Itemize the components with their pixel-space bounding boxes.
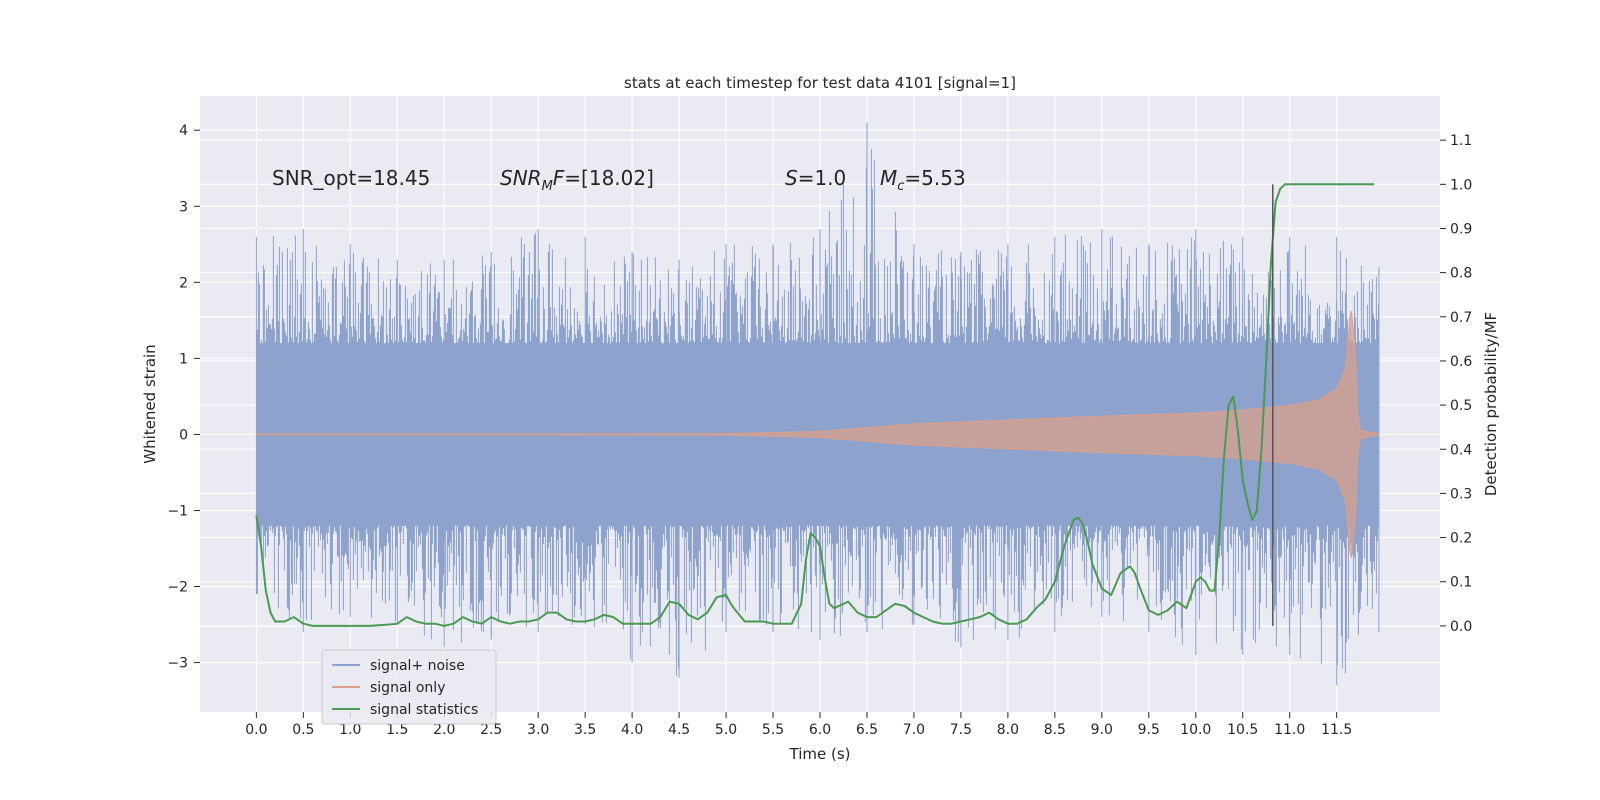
x-tick-label: 3.5	[574, 722, 596, 738]
y-left-tick-label: 4	[179, 123, 188, 139]
y-right-tick-label: 0.2	[1450, 531, 1472, 547]
y-right-tick-label: 0.5	[1450, 398, 1472, 414]
x-tick-label: 7.0	[903, 722, 925, 738]
y-left-tick-label: 3	[179, 199, 188, 215]
x-tick-label: 8.5	[1044, 722, 1066, 738]
y-right-tick-label: 0.0	[1450, 619, 1472, 635]
y-right-tick-label: 1.1	[1450, 133, 1472, 149]
annotation-part: =[18.02]	[564, 166, 654, 190]
y-left-tick-label: 2	[179, 275, 188, 291]
y-right-tick-label: 0.1	[1450, 575, 1472, 591]
signal-statistics-line	[255, 183, 1375, 627]
annotation-part: =5.53	[904, 166, 965, 190]
x-tick-label: 1.5	[386, 722, 408, 738]
x-tick-label: 8.0	[997, 722, 1019, 738]
x-tick-label: 11.0	[1274, 722, 1305, 738]
y-right-tick-label: 0.8	[1450, 266, 1472, 282]
chart-title: stats at each timestep for test data 410…	[624, 74, 1016, 92]
annotation-s-val: S=1.0	[785, 166, 846, 190]
y-axis-left-label: Whitened strain	[141, 344, 159, 463]
x-tick-label: 6.5	[856, 722, 878, 738]
y-left-tick-label: −3	[167, 656, 188, 672]
x-tick-label: 9.0	[1091, 722, 1113, 738]
x-tick-label: 0.0	[245, 722, 267, 738]
x-tick-label: 2.5	[480, 722, 502, 738]
annotation-snr-mf: SNRMF=[18.02]	[500, 166, 654, 194]
x-tick-label: 3.0	[527, 722, 549, 738]
x-tick-label: 0.5	[292, 722, 314, 738]
annotation-snr-opt: SNR_opt=18.45	[272, 166, 430, 190]
annotations: SNR_opt=18.45 SNRMF=[18.02] S=1.0 Mc=5.53	[272, 166, 966, 194]
y-right-tick-label: 0.4	[1450, 442, 1472, 458]
y-left-tick-label: −2	[167, 580, 188, 596]
annotation-part: SNR_opt=18.45	[272, 166, 430, 190]
y-axis-left: −3 −2 −1 0 1 2 3 4	[167, 123, 200, 672]
y-left-tick-label: −1	[167, 503, 188, 519]
legend: signal+ noise signal only signal statistic…	[321, 649, 497, 725]
x-tick-label: 4.5	[668, 722, 690, 738]
y-left-tick-label: 0	[179, 427, 188, 443]
annotation-mc-val: Mc=5.53	[880, 166, 966, 194]
x-tick-label: 2.0	[433, 722, 455, 738]
x-tick-label: 1.0	[339, 722, 361, 738]
x-axis-label: Time (s)	[789, 745, 851, 763]
x-tick-label: 7.5	[950, 722, 972, 738]
y-right-tick-label: 0.7	[1450, 310, 1472, 326]
x-tick-label: 11.5	[1321, 722, 1352, 738]
annotation-part: M	[880, 166, 897, 190]
y-right-tick-label: 0.6	[1450, 354, 1472, 370]
annotation-part: SNR	[500, 166, 542, 190]
y-axis-right: 0.0 0.1 0.2 0.3 0.4 0.5 0.6 0.7 0.8 0.9 1.0 1.1	[1440, 133, 1472, 635]
x-axis: 0.0 0.5 1.0 1.5 2.0 2.5 3.0 3.5 4.0 4.5 5.0 5.5 6.0 6…	[245, 712, 1352, 738]
y-left-tick-label: 1	[179, 351, 188, 367]
x-tick-label: 9.5	[1138, 722, 1160, 738]
legend-label: signal+ noise	[370, 658, 465, 674]
x-tick-label: 10.5	[1227, 722, 1258, 738]
y-axis-right-label: Detection probability/MF	[1482, 312, 1500, 496]
annotation-part: M	[542, 179, 553, 194]
legend-box	[321, 649, 497, 725]
signal-series-layer	[255, 310, 1379, 558]
x-tick-label: 5.0	[715, 722, 737, 738]
annotation-part: F	[553, 166, 565, 190]
x-tick-label: 5.5	[762, 722, 784, 738]
annotation-part: S	[785, 166, 798, 190]
annotation-part: c	[897, 179, 904, 194]
x-tick-label: 4.0	[621, 722, 643, 738]
y-right-tick-label: 1.0	[1450, 177, 1472, 193]
annotation-part: =1.0	[798, 166, 847, 190]
stats-series-layer	[255, 183, 1375, 627]
x-tick-label: 10.0	[1180, 722, 1211, 738]
legend-label: signal statistics	[370, 702, 478, 718]
signal-only-trace	[255, 310, 1379, 558]
x-tick-label: 6.0	[809, 722, 831, 738]
y-right-tick-label: 0.3	[1450, 486, 1472, 502]
legend-label: signal only	[370, 680, 445, 696]
y-right-tick-label: 0.9	[1450, 221, 1472, 237]
